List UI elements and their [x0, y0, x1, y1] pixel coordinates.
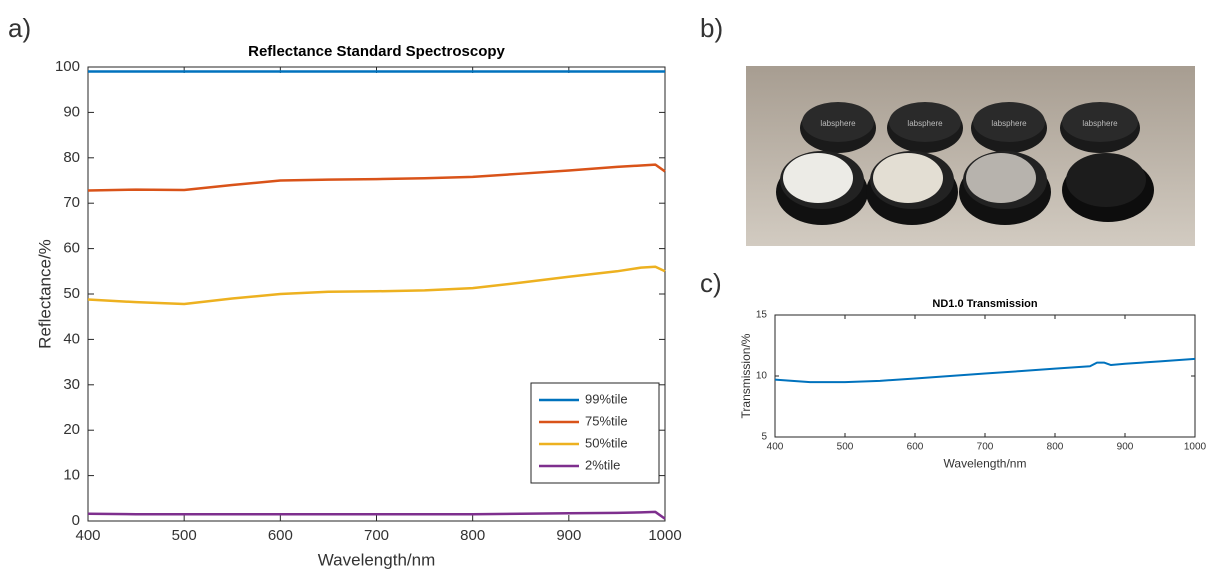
legend-label: 99%tile [585, 391, 628, 406]
lid-text: labsphere [820, 119, 856, 128]
x-tick-label: 600 [907, 442, 924, 453]
chart-title: ND1.0 Transmission [932, 298, 1037, 310]
x-tick-label: 600 [268, 527, 293, 544]
y-tick-label: 90 [63, 103, 80, 120]
x-tick-label: 1000 [648, 527, 681, 544]
x-tick-label: 400 [75, 527, 100, 544]
y-tick-label: 0 [72, 512, 80, 529]
y-tick-label: 20 [63, 421, 80, 438]
x-tick-label: 900 [1117, 442, 1134, 453]
x-axis-label: Wavelength/nm [318, 551, 435, 570]
panel-label: c) [700, 268, 722, 298]
y-tick-label: 40 [63, 330, 80, 347]
y-tick-label: 15 [756, 310, 768, 321]
x-tick-label: 700 [364, 527, 389, 544]
lid-text: labsphere [907, 119, 943, 128]
lid-text: labsphere [1082, 119, 1118, 128]
chart-title: Reflectance Standard Spectroscopy [248, 43, 505, 60]
x-tick-label: 400 [767, 442, 784, 453]
x-tick-label: 700 [977, 442, 994, 453]
x-tick-label: 800 [460, 527, 485, 544]
data-line [774, 357, 1196, 384]
y-tick-label: 10 [63, 467, 80, 484]
y-tick-label: 60 [63, 240, 80, 257]
lids [800, 102, 1140, 153]
y-tick-label: 100 [55, 58, 80, 75]
y-axis-label: Reflectance/% [35, 239, 54, 349]
plot-area [774, 314, 1196, 438]
y-tick-label: 80 [63, 149, 80, 166]
legend-label: 75%tile [585, 413, 628, 428]
panel-label: a) [8, 13, 31, 43]
photo: labsphere labsphere labsphere labsphere [746, 66, 1195, 246]
y-tick-label: 10 [756, 371, 768, 382]
legend-label: 50%tile [585, 435, 628, 450]
lid-text: labsphere [991, 119, 1027, 128]
x-tick-label: 900 [556, 527, 581, 544]
data-line [87, 265, 666, 306]
y-tick-label: 50 [63, 285, 80, 302]
x-tick-label: 500 [172, 527, 197, 544]
x-tick-label: 800 [1047, 442, 1064, 453]
data-line [87, 510, 666, 520]
x-tick-label: 1000 [1184, 442, 1207, 453]
legend-label: 2%tile [585, 457, 620, 472]
x-axis-label: Wavelength/nm [944, 456, 1027, 470]
standards [776, 151, 1154, 225]
y-tick-label: 30 [63, 376, 80, 393]
y-tick-label: 5 [761, 432, 767, 443]
y-axis-label: Transmission/% [739, 333, 753, 418]
panel-label: b) [700, 13, 723, 43]
x-tick-label: 500 [837, 442, 854, 453]
data-line [87, 163, 666, 192]
y-tick-label: 70 [63, 194, 80, 211]
